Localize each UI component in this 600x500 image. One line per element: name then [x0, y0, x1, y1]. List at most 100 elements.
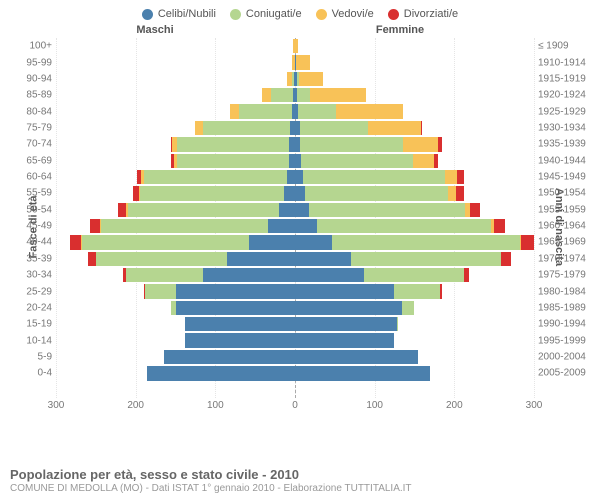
birth-year-label: 2005-2009: [538, 368, 594, 379]
bar-male: [0, 104, 295, 118]
birth-year-label: 1955-1959: [538, 204, 594, 215]
bar-male: [0, 39, 295, 53]
legend-item: Vedovi/e: [316, 8, 374, 20]
segment: [262, 88, 272, 102]
segment: [295, 219, 317, 233]
age-row: 95-991910-1914: [56, 54, 534, 70]
segment: [368, 121, 421, 135]
segment: [268, 219, 295, 233]
footer-subtitle: COMUNE DI MEDOLLA (MO) - Dati ISTAT 1° g…: [10, 483, 412, 494]
segment: [440, 284, 442, 298]
bar-male: [0, 219, 295, 233]
segment: [457, 170, 463, 184]
segment: [140, 186, 283, 200]
segment: [448, 186, 456, 200]
bar-male: [0, 350, 295, 364]
segment: [88, 252, 96, 266]
segment: [128, 203, 279, 217]
segment: [413, 154, 434, 168]
segment: [364, 268, 464, 282]
age-row: 85-891920-1924: [56, 87, 534, 103]
birth-year-label: 1960-1964: [538, 221, 594, 232]
header-female: Femmine: [260, 24, 600, 36]
segment: [295, 235, 332, 249]
segment: [90, 219, 100, 233]
segment: [297, 88, 310, 102]
segment: [300, 137, 404, 151]
bar-male: [0, 235, 295, 249]
bar-male: [0, 301, 295, 315]
age-row: 65-691940-1944: [56, 153, 534, 169]
x-tick: 300: [526, 400, 543, 411]
segment: [177, 154, 289, 168]
segment: [295, 333, 394, 347]
segment: [195, 121, 203, 135]
birth-year-label: 1995-1999: [538, 335, 594, 346]
footer-title: Popolazione per età, sesso e stato civil…: [10, 467, 412, 482]
segment: [295, 203, 309, 217]
age-row: 70-741935-1939: [56, 136, 534, 152]
legend-swatch: [142, 9, 153, 20]
segment: [249, 235, 295, 249]
x-axis: 3002001000100200300: [56, 400, 534, 416]
segment: [287, 170, 295, 184]
legend-label: Coniugati/e: [246, 8, 302, 20]
birth-year-label: 1910-1914: [538, 57, 594, 68]
bar-male: [0, 186, 295, 200]
age-row: 35-391970-1974: [56, 251, 534, 267]
segment: [203, 268, 295, 282]
age-row: 60-641945-1949: [56, 169, 534, 185]
segment: [145, 284, 175, 298]
segment: [394, 284, 440, 298]
segment: [295, 366, 430, 380]
segment: [351, 252, 501, 266]
segment: [332, 235, 520, 249]
age-row: 50-541955-1959: [56, 202, 534, 218]
birth-year-label: 1975-1979: [538, 270, 594, 281]
birth-year-label: 1970-1974: [538, 253, 594, 264]
segment: [227, 252, 296, 266]
bar-male: [0, 88, 295, 102]
legend-label: Vedovi/e: [332, 8, 374, 20]
segment: [310, 88, 366, 102]
segment: [305, 186, 448, 200]
birth-year-label: ≤ 1909: [538, 41, 594, 52]
segment: [336, 104, 403, 118]
segment: [295, 317, 397, 331]
age-row: 90-941915-1919: [56, 71, 534, 87]
segment: [397, 317, 398, 331]
segment: [456, 186, 464, 200]
segment: [295, 301, 402, 315]
segment: [300, 121, 369, 135]
birth-year-label: 1950-1954: [538, 188, 594, 199]
chart-rows: 100+≤ 190995-991910-191490-941915-191985…: [56, 38, 534, 398]
segment: [295, 252, 351, 266]
segment: [203, 121, 291, 135]
segment: [296, 55, 310, 69]
segment: [470, 203, 480, 217]
age-row: 40-441965-1969: [56, 234, 534, 250]
segment: [82, 235, 249, 249]
bar-male: [0, 121, 295, 135]
segment: [144, 170, 287, 184]
segment: [147, 366, 295, 380]
x-tick: 0: [292, 400, 298, 411]
segment: [309, 203, 465, 217]
segment: [402, 301, 415, 315]
bar-male: [0, 366, 295, 380]
birth-year-label: 1935-1939: [538, 139, 594, 150]
bar-male: [0, 284, 295, 298]
bar-male: [0, 170, 295, 184]
segment: [96, 252, 227, 266]
segment: [301, 154, 413, 168]
age-row: 15-191990-1994: [56, 316, 534, 332]
segment: [421, 121, 423, 135]
birth-year-label: 1945-1949: [538, 172, 594, 183]
segment: [126, 268, 202, 282]
birth-year-label: 1980-1984: [538, 286, 594, 297]
segment: [101, 219, 268, 233]
segment: [118, 203, 126, 217]
age-row: 10-141995-1999: [56, 332, 534, 348]
legend: Celibi/NubiliConiugati/eVedovi/eDivorzia…: [0, 0, 600, 24]
legend-item: Coniugati/e: [230, 8, 302, 20]
